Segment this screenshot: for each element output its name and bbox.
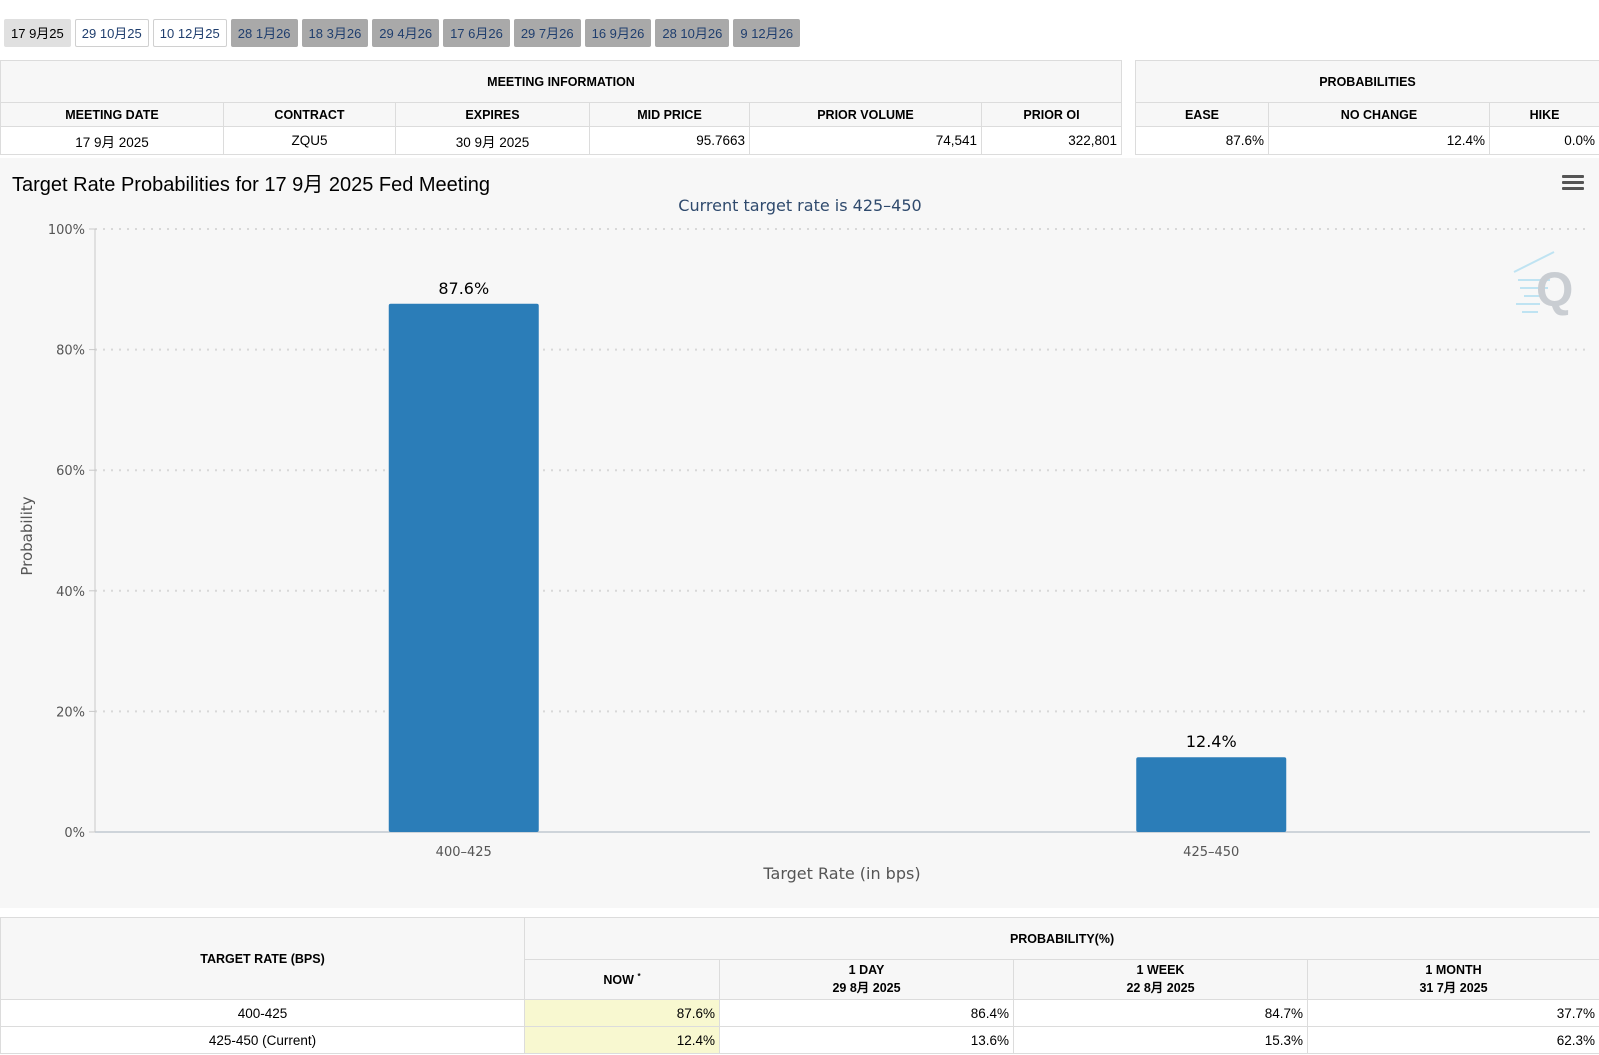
expires-cell: 30 9月 2025 (395, 126, 590, 155)
one-month-cell: 62.3% (1306, 1026, 1599, 1054)
probabilities-table: PROBABILITIES EASE NO CHANGE HIKE 87.6% … (1135, 60, 1599, 155)
one-day-header: 1 DAY 29 8月 2025 (719, 959, 1014, 1000)
meeting-tab[interactable]: 16 9月26 (584, 19, 652, 47)
chart-panel: Target Rate Probabilities for 17 9月 2025… (0, 158, 1599, 908)
y-axis-label: Probability (18, 496, 36, 575)
chart-title: Target Rate Probabilities for 17 9月 2025… (12, 174, 491, 196)
meeting-tab[interactable]: 29 10月25 (74, 19, 149, 47)
table-row: 400-425 87.6% 86.4% 84.7% 37.7% (0, 999, 1599, 1027)
column-header: NO CHANGE (1268, 102, 1490, 127)
meeting-tab[interactable]: 17 9月25 (4, 19, 71, 47)
y-tick-label: 20% (56, 705, 85, 720)
bar-chart: Current target rate is 425–450 0% 20% 40% 6… (18, 196, 1590, 883)
bar[interactable] (1136, 757, 1287, 832)
prior-volume-cell: 74,541 (749, 126, 982, 155)
table-row: 17 9月 2025 ZQU5 30 9月 2025 95.7663 74,54… (0, 126, 1122, 155)
table-row: 425-450 (Current) 12.4% 13.6% 15.3% 62.3… (0, 1026, 1599, 1054)
y-tick-label: 80% (56, 344, 85, 359)
hike-cell: 0.0% (1489, 126, 1599, 155)
probabilities-title: PROBABILITIES (1135, 60, 1599, 103)
now-header: NOW * (524, 959, 720, 1000)
meeting-tab[interactable]: 9 12月26 (733, 19, 801, 47)
y-tick-label: 100% (48, 223, 85, 238)
y-axis-ticks: 0% 20% 40% 60% 80% 100% (48, 223, 95, 841)
one-month-header: 1 MONTH 31 7月 2025 (1306, 959, 1599, 1000)
target-rate-cell: 400-425 (0, 999, 525, 1027)
x-tick-label: 425–450 (1183, 845, 1239, 860)
target-rate-header: TARGET RATE (BPS) (0, 917, 525, 1000)
one-week-cell: 15.3% (1013, 1026, 1308, 1054)
meeting-tab[interactable]: 28 1月26 (230, 19, 298, 47)
target-rate-cell: 425-450 (Current) (0, 1026, 525, 1054)
data-label: 87.6% (438, 279, 489, 298)
meeting-tab[interactable]: 29 4月26 (372, 19, 440, 47)
bars: 87.6% 12.4% (388, 279, 1287, 833)
now-cell: 87.6% (524, 999, 720, 1027)
bar[interactable] (388, 303, 539, 833)
meeting-tab[interactable]: 17 6月26 (443, 19, 510, 47)
x-axis-ticks: 400–425 425–450 (436, 845, 1240, 860)
y-tick-label: 0% (64, 826, 85, 841)
column-header: PRIOR VOLUME (749, 102, 982, 127)
meeting-tab[interactable]: 10 12月25 (152, 19, 227, 47)
x-tick-label: 400–425 (436, 845, 492, 860)
chart-subtitle: Current target rate is 425–450 (678, 196, 921, 215)
no-change-cell: 12.4% (1268, 126, 1490, 155)
y-tick-label: 40% (56, 585, 85, 600)
meeting-tab[interactable]: 29 7月26 (513, 19, 581, 47)
column-header: EASE (1135, 102, 1269, 127)
meeting-information-title: MEETING INFORMATION (0, 60, 1122, 103)
meeting-tabs: 17 9月25 29 10月25 10 12月25 28 1月26 18 3月2… (4, 19, 801, 47)
probability-group-header: PROBABILITY(%) (523, 917, 1599, 960)
column-header: CONTRACT (223, 102, 396, 127)
one-week-cell: 84.7% (1013, 999, 1308, 1027)
meeting-tab[interactable]: 28 10月26 (655, 19, 730, 47)
prior-oi-cell: 322,801 (981, 126, 1122, 155)
chart-menu-icon[interactable] (1562, 172, 1584, 192)
x-axis-label: Target Rate (in bps) (762, 864, 920, 883)
y-tick-label: 60% (56, 464, 85, 479)
ease-cell: 87.6% (1135, 126, 1269, 155)
contract-cell: ZQU5 (223, 126, 396, 155)
column-header: EXPIRES (395, 102, 590, 127)
column-header: HIKE (1489, 102, 1599, 127)
y-gridlines (95, 228, 1590, 713)
svg-text:Q: Q (1536, 264, 1573, 317)
meeting-information-table: MEETING INFORMATION MEETING DATE CONTRAC… (0, 60, 1122, 155)
table-row: 87.6% 12.4% 0.0% (1135, 126, 1599, 155)
mid-price-cell: 95.7663 (589, 126, 750, 155)
one-day-cell: 13.6% (719, 1026, 1014, 1054)
meeting-tab[interactable]: 18 3月26 (301, 19, 369, 47)
column-header: PRIOR OI (981, 102, 1122, 127)
column-header: MEETING DATE (0, 102, 224, 127)
meeting-date-cell: 17 9月 2025 (0, 126, 224, 155)
data-label: 12.4% (1186, 732, 1237, 751)
one-month-cell: 37.7% (1306, 999, 1599, 1027)
column-header: MID PRICE (589, 102, 750, 127)
one-week-header: 1 WEEK 22 8月 2025 (1013, 959, 1308, 1000)
one-day-cell: 86.4% (719, 999, 1014, 1027)
watermark-logo-icon: Q (1513, 251, 1573, 317)
target-rate-table: TARGET RATE (BPS) PROBABILITY(%) NOW * 1… (0, 917, 1599, 1054)
now-cell: 12.4% (524, 1026, 720, 1054)
